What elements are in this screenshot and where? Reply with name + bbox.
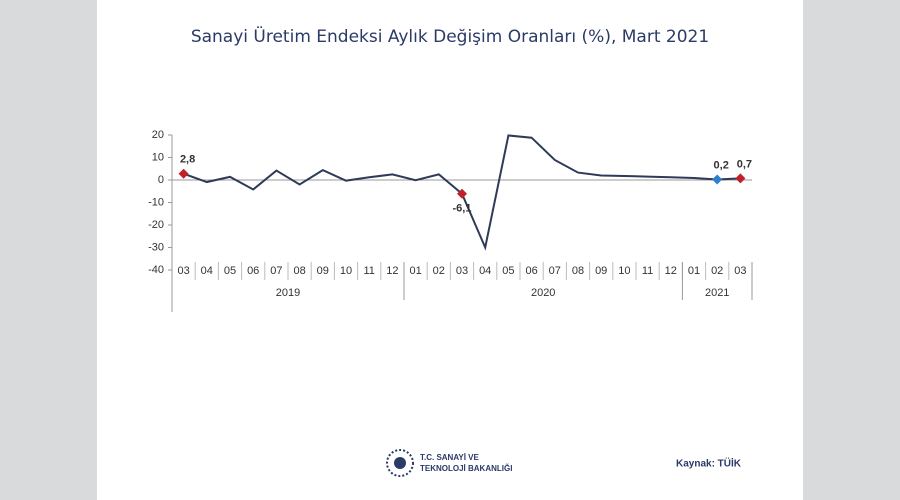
y-tick-label: -20 <box>148 219 164 231</box>
y-tick-label: -30 <box>148 241 164 253</box>
y-tick-label: 20 <box>152 129 164 141</box>
x-tick-label: 03 <box>734 265 746 277</box>
x-tick-label: 06 <box>247 265 259 277</box>
value-label: 0,2 <box>714 159 729 171</box>
x-tick-label: 02 <box>433 265 445 277</box>
x-tick-label: 10 <box>340 265 352 277</box>
x-tick-label: 06 <box>525 265 537 277</box>
x-tick-label: 10 <box>618 265 630 277</box>
x-tick-label: 12 <box>665 265 677 277</box>
value-label: -6,1 <box>453 203 472 215</box>
x-tick-label: 02 <box>711 265 723 277</box>
logo <box>386 449 414 477</box>
y-tick-label: 0 <box>158 174 164 186</box>
x-tick-label: 08 <box>572 265 584 277</box>
x-tick-label: 11 <box>642 265 653 277</box>
panel <box>97 0 803 500</box>
x-tick-label: 05 <box>224 265 236 277</box>
x-tick-label: 07 <box>549 265 561 277</box>
y-tick-label: -40 <box>148 264 164 276</box>
chart-title: Sanayi Üretim Endeksi Aylık Değişim Oran… <box>191 25 709 47</box>
value-label: 2,8 <box>180 154 195 166</box>
marker <box>178 168 189 179</box>
x-tick-label: 03 <box>177 265 189 277</box>
x-tick-label: 07 <box>270 265 282 277</box>
x-tick-label: 04 <box>479 265 491 277</box>
source: Kaynak: TÜİK <box>676 457 742 470</box>
x-tick-label: 09 <box>595 265 607 277</box>
logo-text: TEKNOLOJİ BAKANLIĞI <box>420 464 512 473</box>
x-tick-label: 11 <box>363 265 374 277</box>
year-label: 2020 <box>531 287 555 299</box>
value-label: 0,7 <box>737 158 752 170</box>
x-tick-label: 04 <box>201 265 213 277</box>
y-tick-label: -10 <box>148 196 164 208</box>
x-tick-label: 05 <box>502 265 514 277</box>
year-label: 2019 <box>276 287 300 299</box>
x-tick-label: 01 <box>688 265 700 277</box>
y-tick-label: 10 <box>152 151 164 163</box>
marker <box>457 188 467 199</box>
logo-text: T.C. SANAYİ VE <box>420 453 479 462</box>
x-tick-label: 09 <box>317 265 329 277</box>
x-tick-label: 03 <box>456 265 468 277</box>
x-tick-label: 01 <box>409 265 421 277</box>
x-tick-label: 12 <box>386 265 398 277</box>
year-label: 2021 <box>705 287 729 299</box>
x-tick-label: 08 <box>293 265 305 277</box>
marker <box>735 173 746 184</box>
marker <box>712 174 723 185</box>
